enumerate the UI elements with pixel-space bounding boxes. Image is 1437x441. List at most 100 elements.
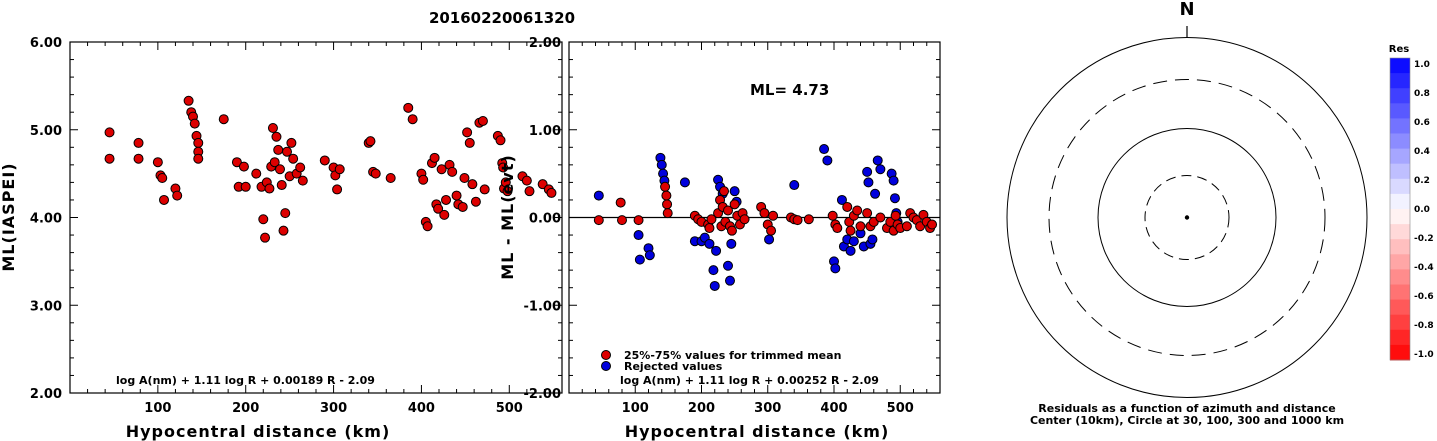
- legend-label-trimmed: 25%-75% values for trimmed mean: [624, 349, 841, 362]
- ml-station-point: [498, 162, 509, 173]
- rejected-residual-point: [836, 194, 847, 205]
- ml-station-point: [258, 214, 269, 225]
- colorbar-segment: [1390, 133, 1410, 150]
- left-ytick-label: 6.00: [30, 36, 62, 51]
- rejected-residual-point: [708, 265, 719, 276]
- ml-station-point: [264, 183, 275, 194]
- trimmed-residual-point: [662, 208, 673, 219]
- rejected-residual-point: [822, 155, 833, 166]
- colorbar-label: 1.0: [1414, 60, 1430, 70]
- colorbar-segment: [1390, 299, 1410, 316]
- ml-station-point: [524, 186, 535, 197]
- right-formula: log A(nm) + 1.11 log R + 0.00252 R - 2.0…: [620, 374, 879, 387]
- colorbar-segment: [1390, 284, 1410, 301]
- legend-marker-trimmed: [601, 350, 611, 360]
- ml-station-point: [385, 173, 396, 184]
- residual-colorbar: Res 1.0 0.8 0.6 0.4 0.2 0.0 -0.2 -0.4 -0.6 -0.8 -1…: [1389, 44, 1434, 361]
- colorbar-label: 0.0: [1414, 205, 1430, 215]
- ml-station-point: [260, 232, 271, 243]
- rejected-residual-point: [789, 180, 800, 191]
- colorbar-segment: [1390, 224, 1410, 240]
- right-xlabel: Hypocentral distance (km): [625, 422, 890, 441]
- trimmed-residual-point: [723, 205, 733, 216]
- ml-station-point: [467, 179, 478, 190]
- trimmed-residual-point: [766, 225, 777, 236]
- right-xtick-label: 400: [820, 401, 847, 416]
- trimmed-residual-point: [662, 199, 673, 210]
- right-ytick-label: -2.00: [524, 387, 561, 402]
- trimmed-residual-point: [719, 186, 730, 197]
- rejected-residual-point: [863, 177, 874, 188]
- ml-station-point: [269, 157, 280, 168]
- trimmed-residual-point: [827, 210, 838, 221]
- colorbar-title: Res: [1389, 44, 1409, 55]
- ml-station-point: [451, 190, 462, 201]
- polar-caption-2: Center (10km), Circle at 30, 100, 300 an…: [1030, 414, 1344, 427]
- left-xtick-label: 100: [144, 401, 171, 416]
- colorbar-frame: [1389, 57, 1411, 361]
- ml-station-point: [439, 209, 450, 220]
- colorbar-segment: [1390, 73, 1410, 89]
- colorbar-segment: [1390, 209, 1410, 225]
- colorbar-segment: [1390, 329, 1410, 346]
- ml-station-point: [459, 173, 470, 184]
- ml-station-point: [276, 180, 287, 191]
- rejected-residual-point: [729, 186, 740, 197]
- colorbar-segment: [1390, 163, 1410, 180]
- trimmed-residual-point: [927, 219, 938, 230]
- ml-station-point: [231, 157, 242, 168]
- ml-station-point: [288, 153, 299, 164]
- rejected-residual-point: [830, 263, 841, 274]
- right-xtick-label: 300: [754, 401, 781, 416]
- colorbar-segment: [1390, 239, 1410, 255]
- ml-station-point: [251, 168, 262, 179]
- ml-station-point: [280, 208, 291, 219]
- left-formula: log A(nm) + 1.11 log R + 0.00189 R - 2.0…: [116, 374, 375, 387]
- colorbar-segment: [1390, 269, 1410, 285]
- ml-station-point: [159, 194, 170, 205]
- trimmed-residual-point: [593, 215, 604, 226]
- ml-station-point: [172, 190, 183, 201]
- ml-station-point: [286, 137, 297, 148]
- left-xtick-label: 500: [496, 401, 523, 416]
- colorbar-segment: [1390, 118, 1410, 134]
- left-xlabel: Hypocentral distance (km): [126, 422, 391, 441]
- right-xtick-label: 500: [887, 401, 914, 416]
- trimmed-residual-point: [660, 181, 671, 192]
- ml-station-point: [152, 157, 163, 168]
- ml-station-point: [193, 153, 204, 164]
- colorbar-label: -0.2: [1414, 234, 1434, 244]
- right-xtick-label: 200: [688, 401, 715, 416]
- colorbar-label: 0.8: [1414, 89, 1430, 99]
- ml-station-point: [422, 221, 433, 232]
- ml-station-point: [429, 152, 440, 163]
- trimmed-residual-point: [803, 214, 814, 225]
- right-residual-panel: ML - ML(evt) Hypocentral distance (km) M…: [498, 36, 941, 441]
- colorbar-segment: [1390, 178, 1410, 195]
- colorbar-label: 0.4: [1414, 147, 1430, 157]
- rejected-residual-point: [867, 234, 878, 245]
- right-ytick-label: 0.00: [529, 212, 561, 227]
- rejected-residual-point: [634, 254, 645, 265]
- rejected-residual-point: [679, 177, 690, 188]
- ring-300km: [1048, 79, 1326, 356]
- ml-station-point: [418, 174, 429, 185]
- trimmed-residual-point: [617, 215, 627, 226]
- trimmed-residual-point: [842, 201, 853, 212]
- colorbar-label: -0.4: [1414, 263, 1434, 273]
- colorbar-segment: [1390, 148, 1410, 165]
- ml-station-point: [267, 122, 278, 133]
- ml-station-point: [462, 127, 473, 138]
- ml-station-point: [403, 102, 414, 113]
- ml-station-point: [464, 137, 475, 148]
- trimmed-residual-point: [726, 225, 737, 236]
- ml-station-point: [157, 173, 168, 184]
- trimmed-residual-point: [901, 221, 912, 232]
- trimmed-residual-point: [704, 223, 715, 234]
- rejected-residual-point: [848, 236, 859, 247]
- ml-station-point: [370, 168, 381, 179]
- trimmed-residual-point: [759, 208, 770, 219]
- ml-station-point: [447, 166, 458, 177]
- legend-marker-rejected: [601, 361, 611, 371]
